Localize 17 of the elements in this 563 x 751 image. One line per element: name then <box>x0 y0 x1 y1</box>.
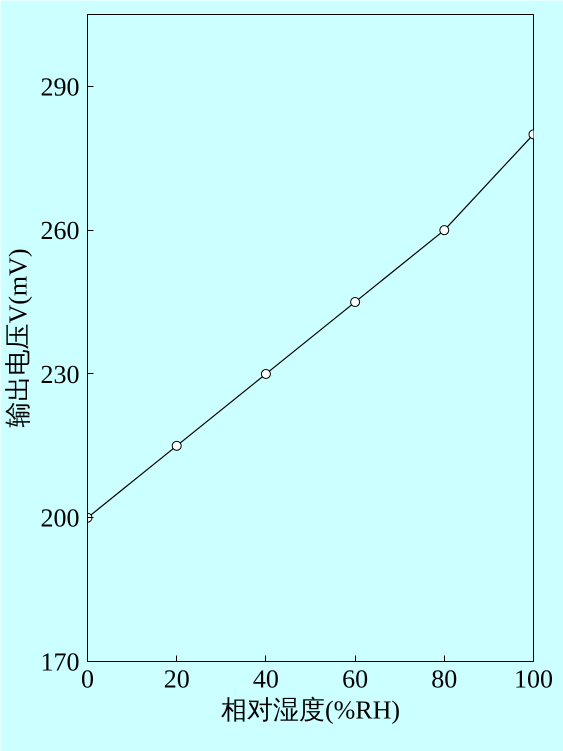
x-tick-label: 60 <box>342 664 368 694</box>
x-axis-title: 相对湿度(%RH) <box>220 696 400 724</box>
y-tick-label: 230 <box>40 360 80 389</box>
y-axis-title: 输出电压V(mV) <box>4 248 32 428</box>
point <box>350 297 360 308</box>
y-tick-label: 200 <box>40 504 80 533</box>
y-tick-label: 170 <box>40 648 80 676</box>
y-tick-label: 260 <box>40 216 80 246</box>
x-tick-label: 80 <box>431 664 458 694</box>
x-tick-label: 100 <box>514 664 553 694</box>
x-tick-label: 40 <box>252 664 279 694</box>
x-tick-label: 20 <box>164 664 190 694</box>
point <box>260 368 271 379</box>
y-tick-label: 290 <box>40 72 80 102</box>
point <box>172 440 182 451</box>
x-tick-label: 0 <box>81 664 94 694</box>
point <box>439 225 450 236</box>
